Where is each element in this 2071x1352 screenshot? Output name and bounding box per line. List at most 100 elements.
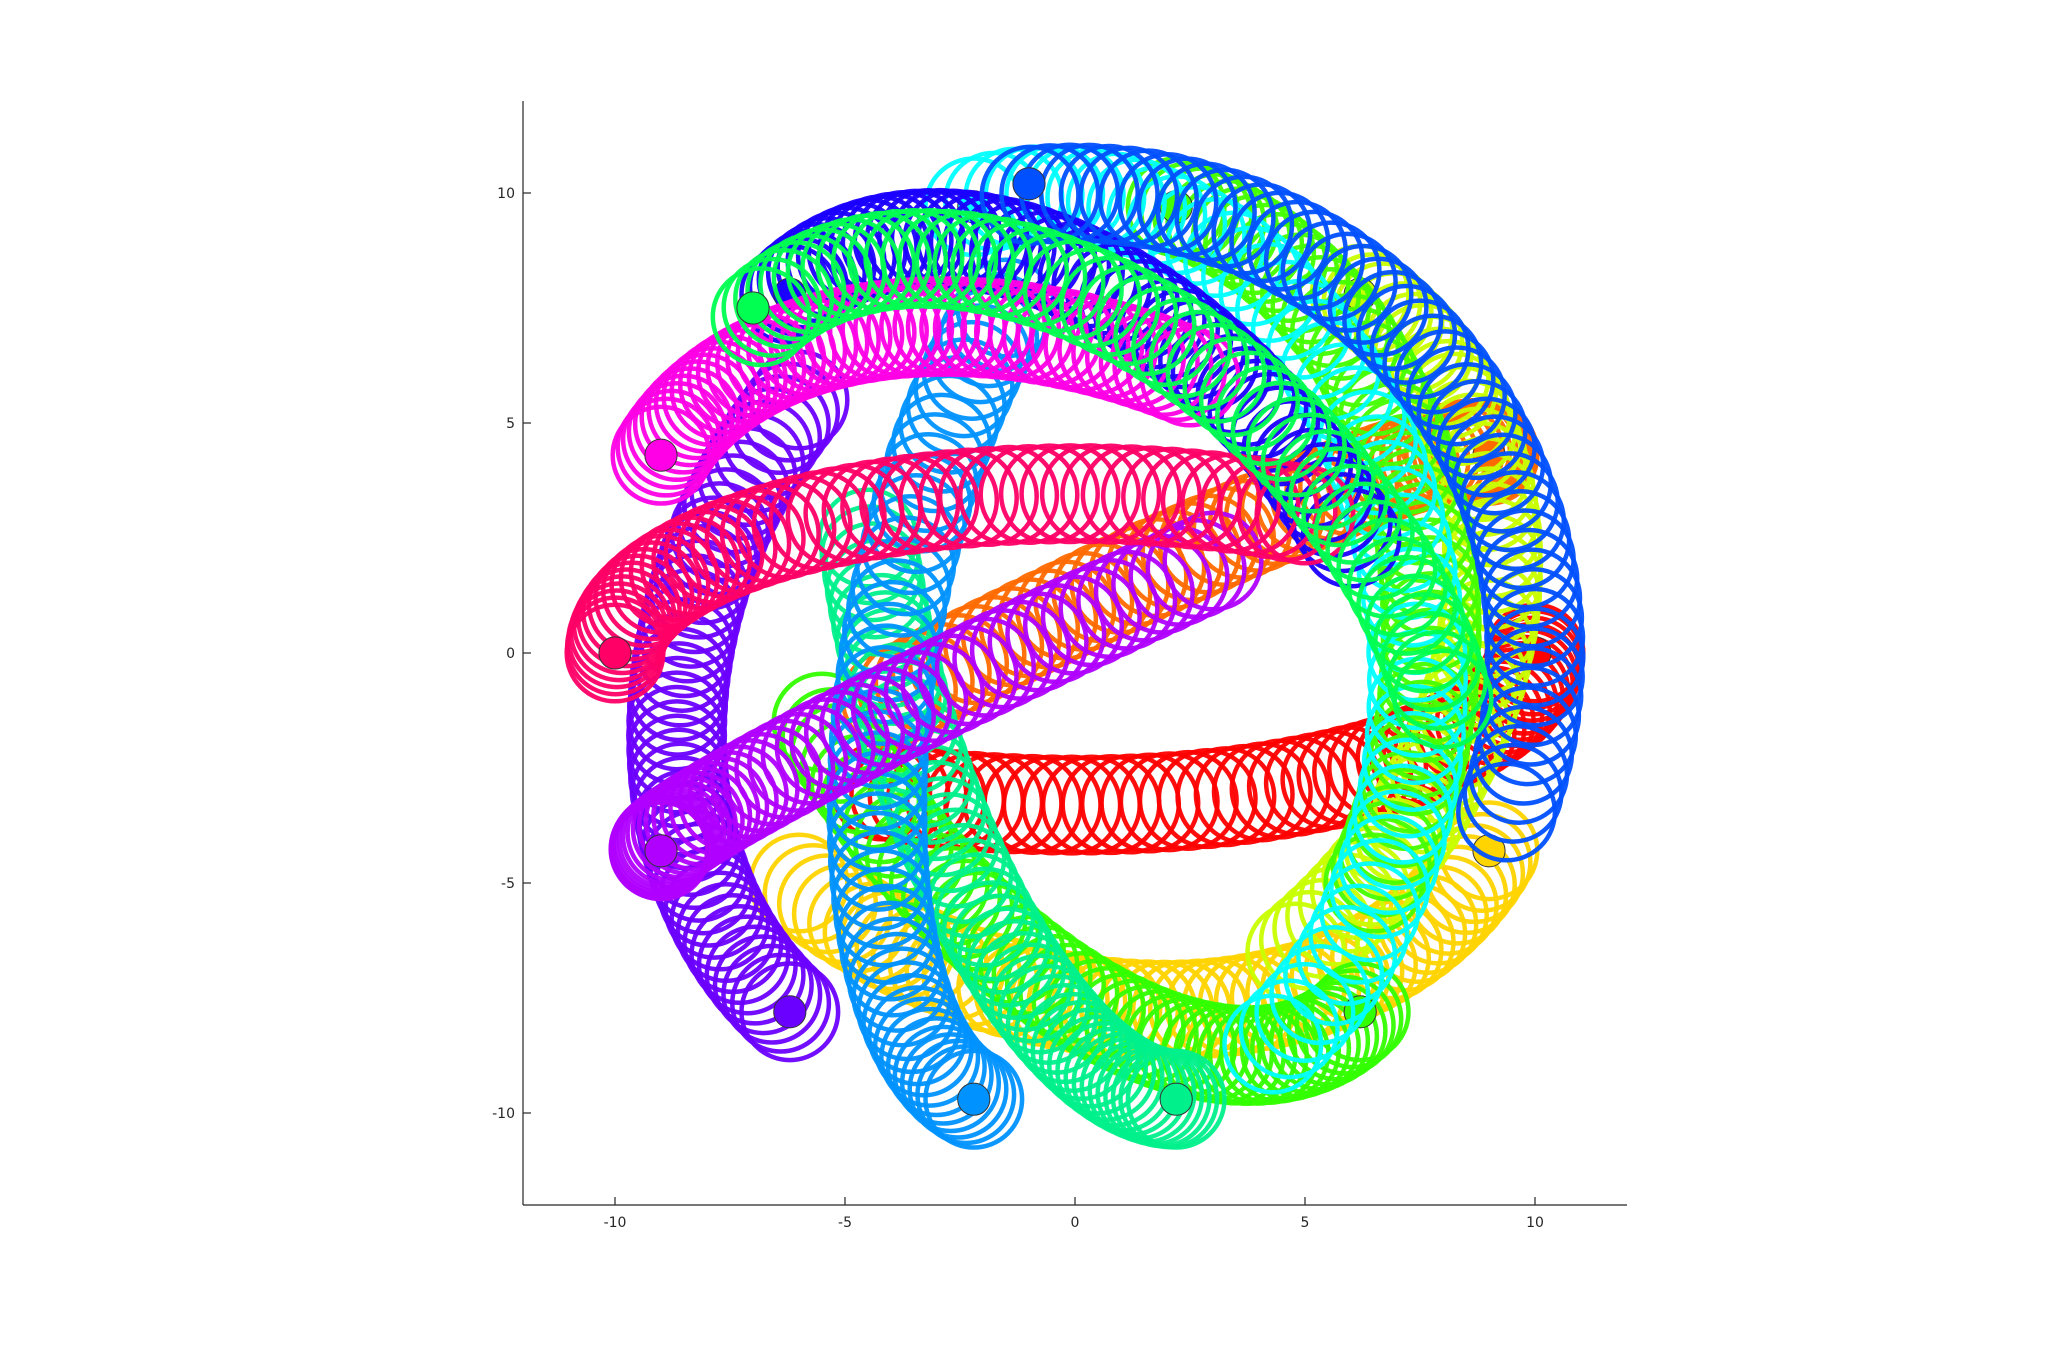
data-point [712,934,814,1036]
x-tick-label: 10 [1526,1215,1544,1231]
series-endpoint-marker [1012,167,1046,201]
data-point [620,785,722,887]
data-point [721,256,823,358]
data-point [1141,448,1243,550]
data-point [730,952,832,1054]
data-point [900,633,1002,735]
x-axis-ticks: -10 -5 0 5 10 [604,1197,1544,1231]
series-endpoint-marker [644,834,678,868]
data-point [615,396,717,498]
data-point [1435,396,1537,498]
data-point [1125,1048,1227,1150]
y-tick-label: 0 [506,646,515,662]
data-point [739,961,841,1063]
data-point [1357,737,1459,839]
data-point [958,444,1060,546]
data-point [1294,974,1396,1076]
data-point [1058,143,1160,245]
data-point [1456,761,1558,863]
data-point [826,791,929,893]
data-point [610,404,712,506]
data-point [1269,944,1371,1046]
x-tick-label: -5 [838,1215,852,1231]
data-point [1309,961,1411,1063]
data-point [941,880,1043,982]
data-point [998,443,1100,545]
data-point [915,1044,1017,1146]
data-point [1484,586,1586,688]
data-point [1319,861,1421,963]
series-endpoint-marker [644,438,678,472]
data-point [1165,322,1267,424]
data-point [1019,443,1121,545]
data-point [973,930,1075,1033]
series-endpoint-marker [736,291,770,325]
data-point [879,1006,981,1108]
data-point [1278,985,1380,1087]
data-point [826,730,928,832]
series-14 [564,443,1356,704]
data-point [1182,336,1284,438]
y-axis-ticks: -10 -5 0 5 10 [492,186,531,1122]
data-point [639,366,741,468]
data-point [1336,517,1438,619]
data-point [651,765,753,867]
data-point [1118,751,1220,853]
data-point [721,943,823,1045]
y-tick-label: 10 [497,186,515,202]
data-point [653,352,755,454]
data-point [885,1016,987,1118]
data-point [643,770,745,872]
data-point [1193,174,1295,276]
series-endpoint-marker [598,636,632,670]
data-point [1198,350,1301,452]
data-point [1080,444,1182,546]
data-point [661,346,763,448]
data-point [899,1032,1002,1134]
data-point [1280,220,1382,322]
series-16 [710,207,1494,750]
data-point [1316,389,1418,491]
data-point [1238,978,1340,1080]
data-point [710,266,812,368]
data-point [625,782,727,884]
data-point [1484,606,1586,708]
data-point [1113,285,1215,388]
data-point [745,240,847,342]
data-point [1038,1007,1140,1109]
data-point [632,373,734,475]
data-point [626,380,728,483]
data-point [1327,414,1429,516]
data-point [1302,968,1404,1070]
data-point [610,800,712,902]
data-point [1369,298,1471,400]
data-point [1364,683,1466,786]
x-tick-label: -10 [604,1215,627,1231]
data-point [733,248,835,350]
series-endpoint-marker [1159,1082,1193,1116]
series-endpoint-marker [773,995,807,1029]
data-point [1100,445,1203,547]
data-point [907,1038,1009,1140]
data-point [1313,481,1415,583]
plot-area [564,142,1586,1150]
data-point [999,143,1101,245]
data-point [1346,536,1448,638]
data-point [1060,443,1162,545]
data-point [1296,231,1398,333]
data-point [1308,883,1410,985]
data-point [630,778,732,880]
y-tick-label: -10 [492,1106,515,1122]
series-12 [608,510,1264,902]
series-9 [826,257,1057,1150]
data-point [1039,443,1141,545]
data-point [564,602,666,704]
series-endpoint-marker [957,1082,991,1116]
data-point [636,774,738,876]
data-point [1382,313,1484,415]
data-point [695,322,797,424]
data-point [620,388,722,490]
data-point [1301,463,1403,565]
data-point [1263,209,1365,311]
